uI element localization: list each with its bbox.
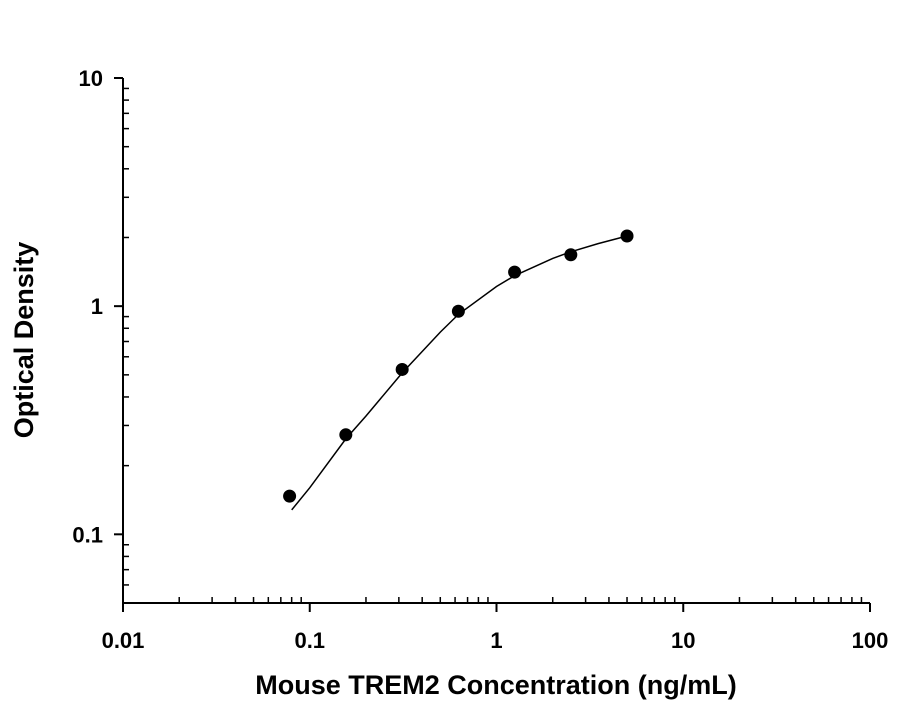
fit-curve bbox=[291, 235, 628, 511]
x-tick-label: 0.1 bbox=[294, 628, 325, 653]
data-point bbox=[620, 229, 634, 243]
data-point bbox=[395, 362, 409, 376]
y-tick-label: 0.1 bbox=[72, 522, 103, 547]
data-point bbox=[451, 304, 465, 318]
y-tick-label: 1 bbox=[91, 294, 103, 319]
x-axis-label: Mouse TREM2 Concentration (ng/mL) bbox=[255, 670, 737, 700]
x-tick-label: 1 bbox=[490, 628, 502, 653]
data-point bbox=[283, 489, 297, 503]
x-tick-label: 10 bbox=[671, 628, 695, 653]
x-tick-label: 0.01 bbox=[102, 628, 145, 653]
y-tick-label: 10 bbox=[79, 66, 103, 91]
data-point bbox=[339, 428, 353, 442]
y-axis-label: Optical Density bbox=[9, 242, 39, 439]
x-tick-label: 100 bbox=[852, 628, 889, 653]
data-point bbox=[508, 265, 522, 279]
